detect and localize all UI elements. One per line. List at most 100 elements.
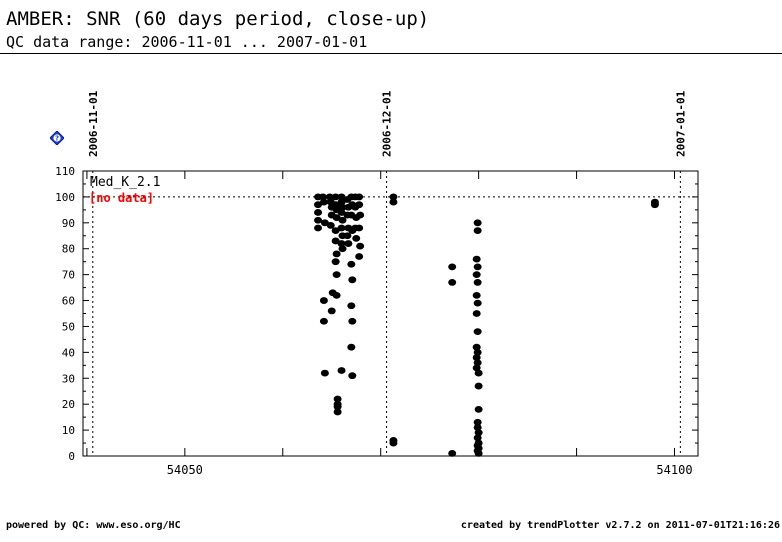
data-point [337, 224, 346, 232]
data-point [474, 369, 483, 377]
no-data-label: [no data] [89, 191, 154, 205]
data-point [474, 429, 483, 437]
data-point [473, 424, 482, 431]
y-tick-label: 0 [68, 450, 75, 463]
data-point [338, 245, 347, 253]
data-point [332, 214, 341, 222]
data-point [333, 403, 342, 411]
data-point [333, 395, 342, 403]
data-point [331, 237, 340, 245]
y-tick-label: 100 [55, 191, 75, 204]
y-tick-label: 110 [55, 165, 75, 178]
date-marker-label: 2006-12-01 [381, 90, 394, 157]
y-tick-label: 90 [62, 217, 75, 230]
y-tick-label: 60 [62, 295, 75, 308]
data-point [348, 317, 357, 325]
data-point [337, 209, 346, 216]
data-point [472, 271, 481, 279]
plot-frame [82, 170, 699, 457]
panel-label: Med_K_2.1 [90, 175, 160, 190]
data-point [473, 227, 482, 234]
data-point [348, 276, 357, 284]
data-point [337, 198, 346, 206]
footer-powered-by: powered by QC: www.eso.org/HC [6, 520, 181, 531]
data-point [348, 372, 357, 380]
data-point [389, 439, 398, 447]
date-marker-label: 2007-01-01 [674, 90, 687, 157]
data-point [650, 201, 659, 209]
y-tick-label: 50 [62, 320, 75, 333]
data-point [472, 354, 481, 361]
data-point [473, 434, 482, 442]
data-point [355, 193, 364, 201]
data-point [338, 203, 347, 211]
data-point [347, 343, 356, 351]
y-tick-label: 40 [62, 346, 75, 359]
header-divider [0, 53, 782, 54]
data-point [473, 299, 482, 307]
data-point [474, 450, 483, 457]
data-point [473, 263, 482, 271]
data-point [331, 201, 340, 209]
data-point [474, 405, 483, 413]
data-point [356, 242, 365, 250]
data-point [356, 211, 365, 219]
data-point [352, 234, 361, 242]
x-tick-label: 54100 [656, 463, 692, 477]
data-point [448, 450, 457, 457]
data-point [314, 224, 323, 232]
data-point [318, 193, 327, 201]
data-point [320, 369, 329, 377]
data-point [448, 279, 457, 286]
date-marker-label: 2006-11-01 [87, 90, 100, 157]
data-point [327, 307, 336, 315]
footer-created-by: created by trendPlotter v2.7.2 on 2011-0… [460, 520, 780, 531]
data-point [319, 297, 328, 304]
data-point [472, 364, 481, 372]
data-point [343, 232, 352, 240]
data-point [473, 359, 482, 367]
data-point [473, 328, 482, 336]
data-point [473, 418, 482, 426]
help-glyph: ? [55, 135, 59, 143]
y-tick-label: 80 [62, 243, 75, 256]
data-point [448, 263, 457, 271]
data-point [472, 343, 481, 351]
data-point [473, 279, 482, 286]
data-point [332, 250, 341, 258]
x-tick-label: 54050 [167, 463, 203, 477]
data-point [331, 258, 340, 266]
data-point [337, 193, 346, 201]
data-point [355, 253, 364, 260]
data-point [332, 271, 341, 279]
y-tick-label: 70 [62, 269, 75, 282]
data-point [314, 209, 323, 216]
data-point [337, 367, 346, 374]
data-point [331, 227, 340, 234]
data-point [319, 317, 328, 325]
y-tick-label: 30 [62, 372, 75, 385]
data-point [333, 408, 342, 416]
y-tick-label: 20 [62, 398, 75, 411]
data-point [332, 291, 341, 299]
data-point [320, 219, 329, 227]
data-point [472, 291, 481, 299]
help-diamond-icon[interactable]: ? [50, 131, 64, 145]
data-point [389, 193, 398, 201]
page-subtitle: QC data range: 2006-11-01 ... 2007-01-01 [6, 33, 368, 51]
page-title: AMBER: SNR (60 days period, close-up) [6, 8, 430, 30]
data-point [473, 348, 482, 356]
data-point [331, 193, 340, 201]
data-point [314, 216, 323, 224]
data-point [326, 222, 335, 229]
data-point [355, 224, 364, 232]
data-point [347, 302, 356, 310]
data-point [347, 260, 356, 268]
data-point [344, 240, 353, 247]
data-point [472, 310, 481, 317]
data-point [319, 198, 328, 206]
data-point [338, 216, 347, 224]
data-point [337, 240, 346, 247]
data-point [472, 255, 481, 263]
